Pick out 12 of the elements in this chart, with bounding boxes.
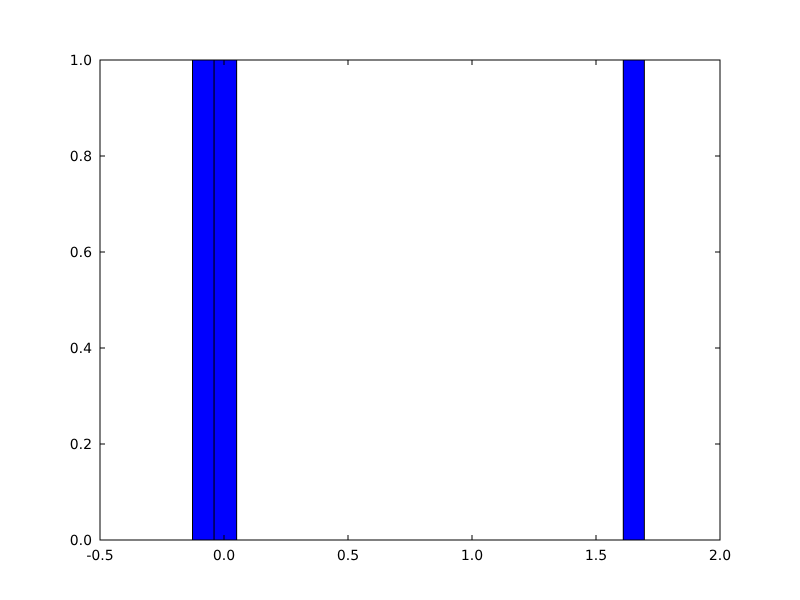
y-tick-label: 0.0 <box>70 532 92 549</box>
y-tick-label: 0.6 <box>70 244 92 261</box>
x-tick-label: 1.0 <box>460 548 484 564</box>
x-tick-label: 0.0 <box>212 548 236 564</box>
y-tick-label: 0.8 <box>70 148 92 165</box>
x-tick-label: 1.5 <box>584 548 608 564</box>
x-tick-label: 2.0 <box>708 548 732 564</box>
y-tick-label: 0.2 <box>70 436 92 453</box>
x-tick-label: -0.5 <box>86 548 114 564</box>
y-tick-label: 1.0 <box>70 52 92 69</box>
x-tick-label: 0.5 <box>336 548 360 564</box>
y-tick-label: 0.4 <box>70 340 92 357</box>
